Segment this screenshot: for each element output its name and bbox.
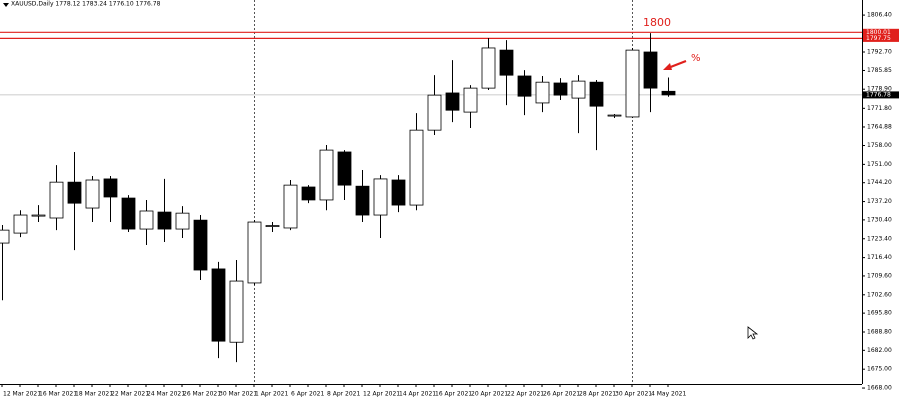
annotation-mark: %	[691, 53, 701, 64]
bid-label: 1776.78	[866, 91, 891, 98]
y-tick-label: 1771.80	[867, 105, 892, 112]
y-tick-label: 1702.60	[867, 291, 892, 298]
x-tick-label: 18 Mar 2021	[75, 391, 113, 398]
y-tick-label: 1792.70	[867, 49, 892, 56]
y-tick-label: 1758.00	[867, 142, 892, 149]
candle-body	[373, 178, 388, 216]
y-tick-label: 1737.20	[867, 198, 892, 205]
level-label: 1797.75	[866, 35, 891, 42]
level-label-box	[863, 34, 899, 42]
x-tick-label: 8 Apr 2021	[327, 391, 360, 398]
candle-body	[445, 92, 460, 111]
y-tick-label: 1751.00	[867, 161, 892, 168]
candle-body	[337, 151, 352, 186]
candle-body	[589, 81, 604, 107]
y-tick-label: 1682.00	[867, 347, 892, 354]
candle-body	[355, 185, 370, 216]
y-tick-label: 1806.40	[867, 12, 892, 19]
candle-body	[265, 225, 280, 227]
x-tick-label: 26 Mar 2021	[183, 391, 221, 398]
candle-body	[409, 129, 424, 206]
candle-body	[49, 181, 64, 219]
level-label-box	[863, 28, 899, 36]
y-tick-label: 1744.20	[867, 179, 892, 186]
x-tick-label: 14 Apr 2021	[399, 391, 436, 398]
menu-arrow[interactable]	[3, 3, 9, 7]
y-tick-label: 1668.00	[867, 385, 892, 392]
candle-body	[31, 214, 46, 217]
candle-body	[481, 47, 496, 89]
y-tick-label: 1730.40	[867, 216, 892, 223]
candle-body	[193, 219, 208, 271]
x-tick-label: 12 Apr 2021	[363, 391, 400, 398]
candle-body	[391, 179, 406, 206]
x-tick-label: 16 Mar 2021	[39, 391, 77, 398]
candle-body	[247, 221, 262, 284]
y-tick-label: 1764.88	[867, 123, 892, 130]
candle-body	[319, 149, 334, 201]
x-tick-label: 22 Mar 2021	[111, 391, 149, 398]
annotation-level: 1800	[643, 16, 671, 29]
candle-body	[67, 181, 82, 204]
candle-body	[499, 49, 514, 76]
x-tick-label: 30 Apr 2021	[615, 391, 652, 398]
x-tick-label: 16 Apr 2021	[435, 391, 472, 398]
x-tick-label: 20 Apr 2021	[471, 391, 508, 398]
annotation-arrowhead	[663, 63, 672, 70]
candle-body	[427, 94, 442, 131]
x-tick-label: 30 Mar 2021	[219, 391, 257, 398]
x-tick-label: 4 May 2021	[651, 391, 686, 398]
candle-body	[157, 211, 172, 230]
bid-label-box	[863, 91, 899, 99]
candle-body	[0, 229, 10, 244]
y-tick-label: 1716.40	[867, 254, 892, 261]
candle-body	[121, 197, 136, 230]
x-tick-label: 26 Apr 2021	[543, 391, 580, 398]
y-tick-label: 1688.80	[867, 328, 892, 335]
y-tick-label: 1723.40	[867, 235, 892, 242]
x-tick-label: 22 Apr 2021	[507, 391, 544, 398]
y-tick-label: 1695.80	[867, 310, 892, 317]
candle-body	[625, 49, 640, 118]
level-label: 1800.01	[866, 29, 891, 36]
candle-body	[283, 184, 298, 229]
x-tick-label: 28 Apr 2021	[579, 391, 616, 398]
candle-body	[517, 75, 532, 97]
candle-body	[139, 210, 154, 230]
candle-body	[643, 51, 658, 89]
candle-body	[85, 179, 100, 209]
x-tick-label: 24 Mar 2021	[147, 391, 185, 398]
candle-body	[535, 81, 550, 104]
candle-body	[553, 82, 568, 96]
y-tick-label: 1675.00	[867, 366, 892, 373]
chart-title: XAUUSD,Daily 1778.12 1783.24 1776.10 177…	[11, 1, 161, 8]
y-tick-label: 1785.85	[867, 67, 892, 74]
candle-body	[175, 212, 190, 230]
candle-body	[13, 214, 28, 234]
y-tick-label: 1709.60	[867, 272, 892, 279]
candle-body	[229, 280, 244, 343]
candle-body	[661, 90, 676, 96]
candle-body	[301, 186, 316, 201]
candle-body	[103, 178, 118, 198]
candle-body	[463, 87, 478, 113]
candle-body	[607, 114, 622, 117]
mouse-cursor	[747, 326, 759, 340]
candle-body	[571, 80, 586, 99]
x-tick-label: 6 Apr 2021	[291, 391, 324, 398]
x-tick-label: 12 Mar 2021	[3, 391, 41, 398]
y-tick-label: 1778.90	[867, 86, 892, 93]
x-tick-label: 1 Apr 2021	[255, 391, 288, 398]
candle-body	[211, 268, 226, 342]
